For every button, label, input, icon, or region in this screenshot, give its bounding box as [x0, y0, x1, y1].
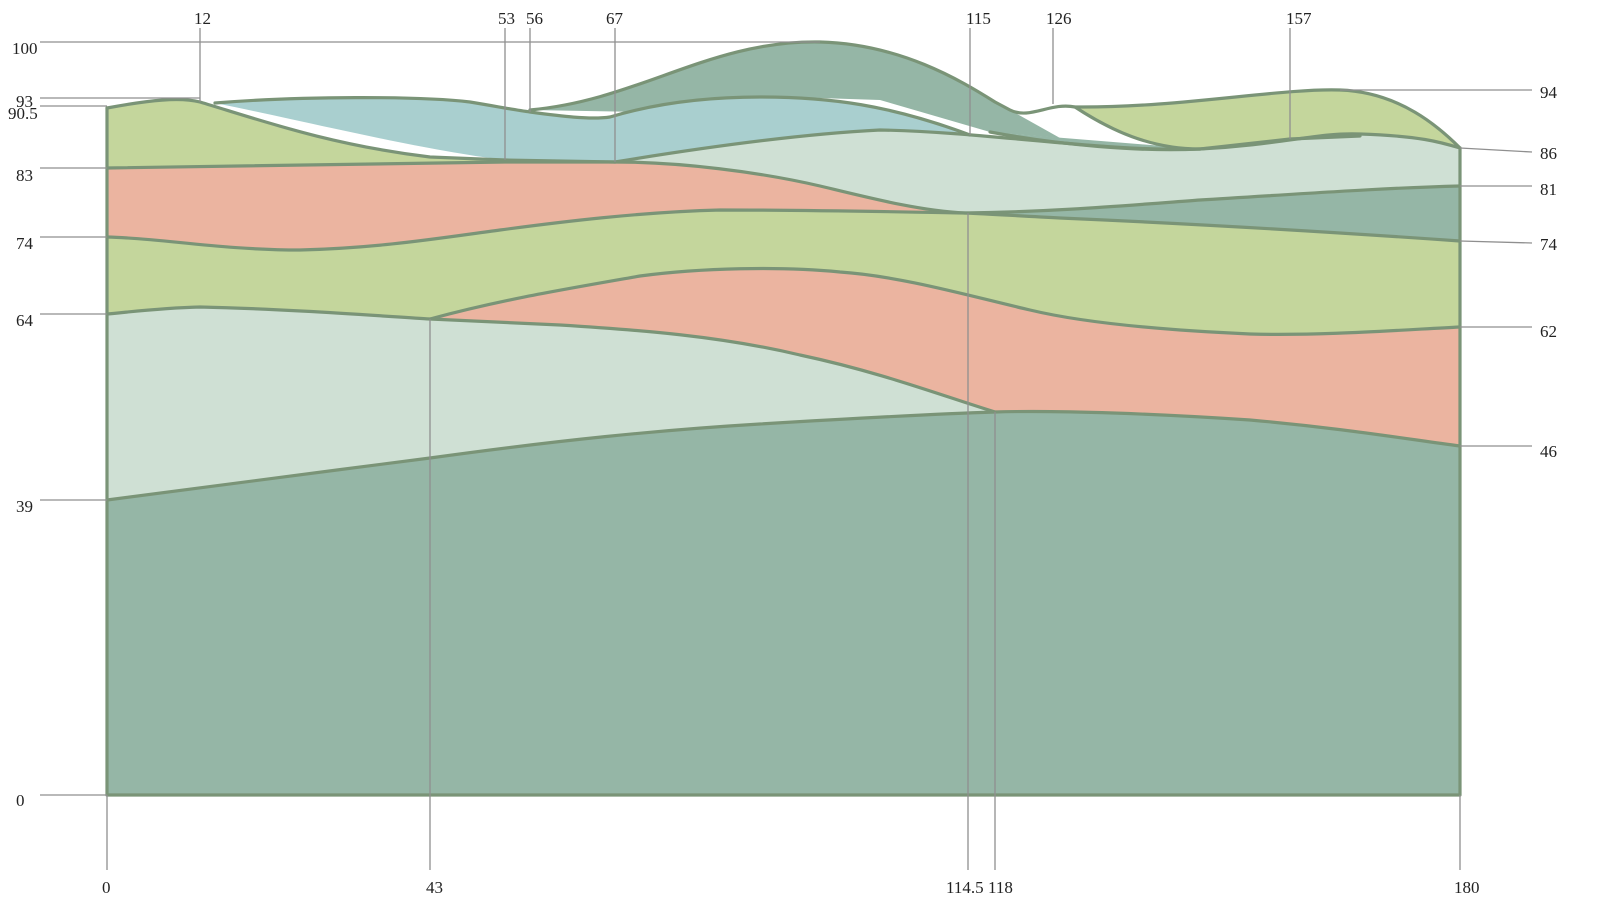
bottom-label-0: 0: [102, 878, 111, 897]
right-axis-labels: 94 86 81 74 62 46: [1540, 83, 1558, 461]
right-label-62: 62: [1540, 322, 1557, 341]
right-label-74: 74: [1540, 235, 1558, 254]
left-label-74: 74: [16, 234, 34, 253]
top-label-157: 157: [1286, 9, 1312, 28]
boundary-green-top: [105, 97, 617, 164]
layer-salmon-lower: [430, 268, 1460, 446]
boundary-frame: [105, 106, 1462, 797]
left-axis-labels: 100 93 90.5 83 74 64 39 0: [8, 39, 38, 810]
top-label-53: 53: [498, 9, 515, 28]
left-label-100: 100: [12, 39, 38, 58]
left-label-0: 0: [16, 791, 25, 810]
top-label-126: 126: [1046, 9, 1072, 28]
bottom-label-114-5: 114.5: [946, 878, 984, 897]
right-label-94: 94: [1540, 83, 1558, 102]
layer-dark-base: [107, 411, 1460, 795]
boundary-64: [105, 305, 997, 414]
top-label-12: 12: [194, 9, 211, 28]
layer-dark-right: [965, 186, 1460, 241]
boundary-salmon-lower-top: [428, 266, 1462, 336]
bottom-axis-labels: 0 43 114.5 118 180: [102, 878, 1480, 897]
left-label-93: 93: [16, 92, 33, 111]
boundary-39: [105, 409, 1462, 502]
bottom-label-118: 118: [988, 878, 1013, 897]
bottom-label-180: 180: [1454, 878, 1480, 897]
top-axis-labels: 12 53 56 67 115 126 157: [194, 9, 1312, 28]
layer-salmon-upper: [107, 162, 965, 250]
right-label-86: 86: [1540, 144, 1557, 163]
left-label-90-5: 90.5: [8, 104, 38, 123]
left-label-64: 64: [16, 311, 34, 330]
boundary-74: [105, 208, 1462, 252]
left-label-39: 39: [16, 497, 33, 516]
layer-pale-lower: [107, 307, 995, 500]
top-label-115: 115: [966, 9, 991, 28]
top-label-56: 56: [526, 9, 543, 28]
boundary-dark-band: [988, 130, 1202, 152]
boundary-lines: [105, 40, 1462, 797]
right-label-46: 46: [1540, 442, 1557, 461]
boundary-blue-top: [213, 95, 972, 137]
leader-lines: [40, 28, 1533, 870]
boundary-green-right-bottom: [1073, 105, 1362, 151]
left-label-83: 83: [16, 166, 33, 185]
layer-green-top: [107, 99, 615, 168]
layer-green-middle: [107, 210, 1460, 335]
layer-pale-upper: [615, 130, 1460, 214]
right-label-81: 81: [1540, 180, 1557, 199]
layer-blue-top: [215, 97, 970, 162]
bottom-label-43: 43: [426, 878, 443, 897]
top-label-67: 67: [606, 9, 624, 28]
